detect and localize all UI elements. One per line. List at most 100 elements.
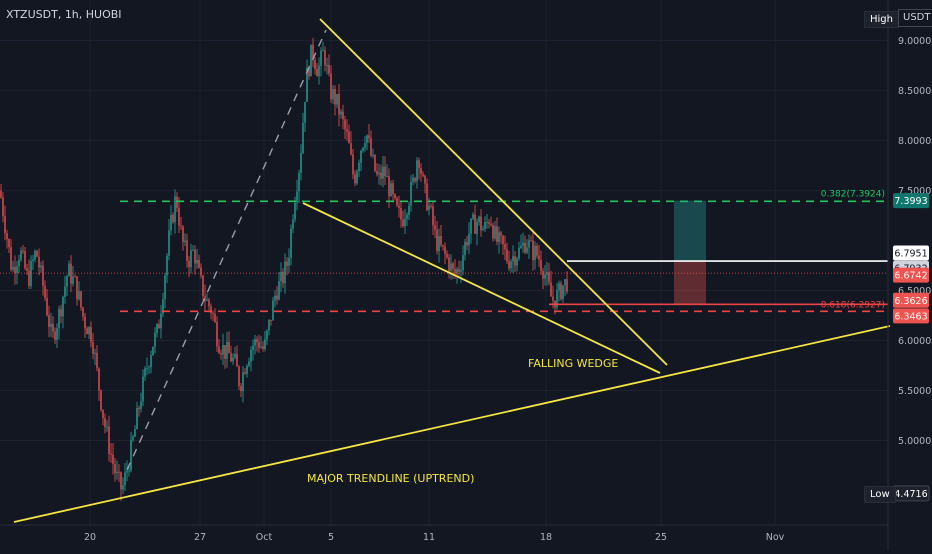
x-tick-label: 5 — [328, 532, 334, 543]
candle-body — [452, 263, 454, 269]
candle-body — [468, 233, 470, 246]
candle-body — [32, 259, 34, 261]
y-tick-label: 5.5000 — [898, 386, 931, 397]
price-label: 6.3463 — [894, 311, 927, 322]
candle-body — [378, 172, 380, 175]
candle-body — [74, 276, 76, 278]
candle-body — [280, 271, 282, 282]
candle-body — [34, 250, 36, 260]
y-tick-label: 9.0000 — [898, 36, 931, 47]
candle-body — [226, 342, 228, 359]
candle-body — [516, 258, 518, 266]
candle-body — [494, 226, 496, 239]
candle-body — [170, 214, 172, 231]
x-tick-label: 27 — [194, 532, 206, 543]
candle-body — [10, 247, 12, 270]
candle-body — [288, 257, 290, 266]
candle-body — [54, 331, 56, 340]
candle-body — [80, 291, 82, 308]
candle-body — [260, 346, 262, 348]
candle-body — [154, 332, 156, 347]
candle-body — [12, 266, 14, 270]
candle-body — [0, 190, 2, 198]
candle-body — [78, 291, 80, 300]
candle-body — [290, 228, 292, 258]
candle-body — [66, 276, 68, 287]
candle-body — [446, 253, 448, 258]
candle-body — [166, 255, 168, 276]
candle-body — [316, 68, 318, 77]
candle-body — [336, 94, 338, 105]
candle-body — [470, 218, 472, 234]
candle-body — [462, 255, 464, 271]
candle-body — [264, 339, 266, 349]
candle-body — [562, 285, 564, 299]
price-label-bg — [893, 292, 929, 308]
candle-body — [212, 313, 214, 315]
candle-body — [28, 270, 30, 287]
candle-body — [124, 472, 126, 486]
price-label-bg — [893, 193, 929, 209]
candle-body — [136, 407, 138, 430]
low-badge: Low — [864, 486, 896, 503]
candle-body — [458, 269, 460, 272]
y-tick-label: 8.5000 — [898, 86, 931, 97]
candle-body — [414, 178, 416, 182]
price-label: 4.4716 — [894, 489, 927, 500]
candle-body — [184, 240, 186, 243]
candle-body — [548, 272, 550, 283]
candle-body — [326, 64, 328, 66]
candle-body — [434, 225, 436, 230]
candle-body — [474, 214, 476, 234]
candle-body — [250, 349, 252, 362]
candle-body — [394, 194, 396, 199]
candle-body — [506, 249, 508, 262]
candle-body — [338, 94, 340, 115]
candle-body — [206, 299, 208, 301]
candle-body — [552, 296, 554, 301]
currency-badge[interactable]: USDT — [898, 9, 932, 27]
candle-body — [344, 119, 346, 130]
price-label: 7.3993 — [894, 196, 927, 207]
candle-body — [18, 259, 20, 267]
candle-body — [138, 407, 140, 409]
candle-body — [186, 240, 188, 261]
candle-body — [282, 271, 284, 284]
candle-body — [8, 239, 10, 248]
y-tick-label: 6.0000 — [898, 336, 931, 347]
candle-body — [148, 367, 150, 369]
candle-body — [314, 59, 316, 69]
candle-body — [416, 160, 418, 182]
candle-body — [520, 245, 522, 248]
candle-body — [534, 245, 536, 261]
drawings-layer — [13, 18, 891, 523]
candle-body — [238, 366, 240, 387]
symbol-title: XTZUSDT, 1h, HUOBI — [6, 8, 122, 21]
candle-body — [398, 205, 400, 208]
major-uptrend-line — [13, 325, 891, 523]
candle-body — [140, 401, 142, 409]
candle-body — [110, 453, 112, 455]
levels-layer — [0, 200, 888, 313]
candle-body — [40, 265, 42, 268]
x-tick-label: Nov — [766, 532, 785, 543]
candle-body — [312, 44, 314, 60]
candle-body — [58, 309, 60, 329]
candle-body — [514, 256, 516, 266]
candle-body — [300, 152, 302, 173]
candle-body — [218, 346, 220, 354]
candle-body — [94, 352, 96, 354]
candle-body — [114, 463, 116, 474]
candle-body — [36, 250, 38, 257]
projection-dashed-line — [126, 29, 327, 471]
candle-body — [334, 89, 336, 105]
candle-body — [476, 222, 478, 234]
candle-body — [488, 222, 490, 224]
candle-body — [430, 205, 432, 207]
candle-body — [390, 183, 392, 197]
candle-body — [276, 295, 278, 300]
candle-body — [348, 131, 350, 144]
candle-body — [328, 64, 330, 74]
